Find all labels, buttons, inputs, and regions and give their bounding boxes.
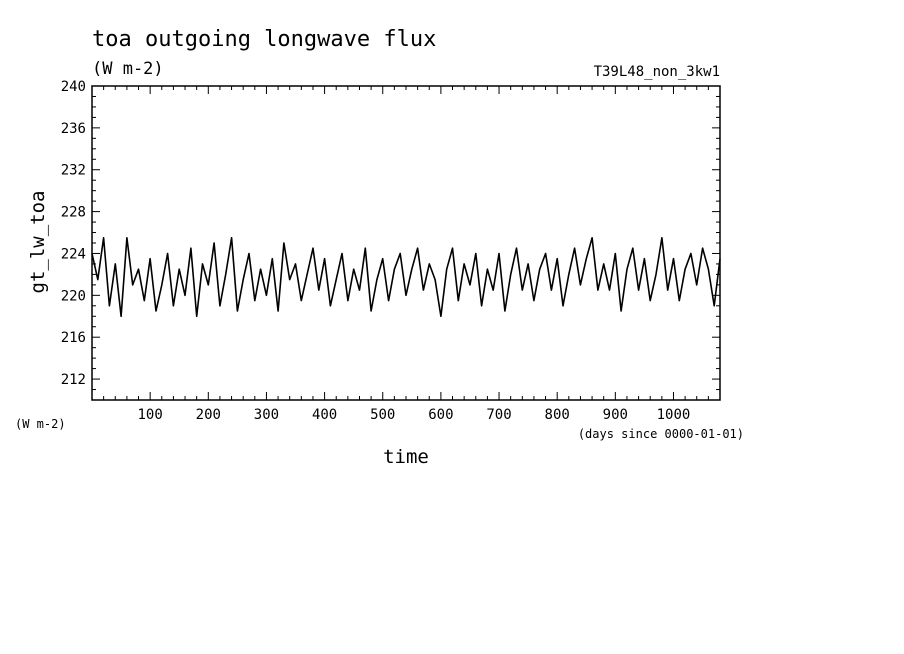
- x-tick-labels: 100 200 300 400 500 600 700 800 900 1000: [137, 407, 690, 423]
- x-tick-label: 700: [486, 407, 511, 423]
- y-axis-label: gt_lw_toa: [27, 191, 49, 294]
- x-tick-label: 900: [603, 407, 628, 423]
- y-tick-label: 232: [61, 163, 86, 179]
- x-axis-units: (days since 0000-01-01): [578, 427, 744, 441]
- y-axis-units: (W m-2): [15, 417, 66, 431]
- x-tick-label: 100: [137, 407, 162, 423]
- y-tick-label: 240: [61, 79, 86, 95]
- series-group: [91, 237, 721, 318]
- x-tick-label: 800: [545, 407, 570, 423]
- y-tick-label: 236: [61, 121, 86, 137]
- dataset-label: T39L48_non_3kw1: [594, 64, 720, 80]
- x-tick-label: 400: [312, 407, 337, 423]
- y-tick-label: 220: [61, 288, 86, 304]
- series-line: [91, 237, 721, 318]
- axis-ticks: [92, 85, 720, 400]
- x-tick-label: 200: [196, 407, 221, 423]
- plot-frame: [91, 85, 721, 401]
- y-tick-label: 212: [61, 372, 86, 388]
- y-tick-label: 216: [61, 330, 86, 346]
- x-tick-label: 600: [428, 407, 453, 423]
- x-tick-label: 300: [254, 407, 279, 423]
- chart-title: toa outgoing longwave flux: [92, 27, 436, 52]
- y-tick-label: 224: [61, 246, 86, 262]
- chart-subtitle: (W m-2): [92, 59, 164, 79]
- y-tick-label: 228: [61, 205, 86, 221]
- x-tick-label: 500: [370, 407, 395, 423]
- y-tick-labels: 212 216 220 224 228 232 236 240: [61, 79, 86, 388]
- x-axis-label: time: [383, 446, 429, 468]
- x-tick-label: 1000: [657, 407, 691, 423]
